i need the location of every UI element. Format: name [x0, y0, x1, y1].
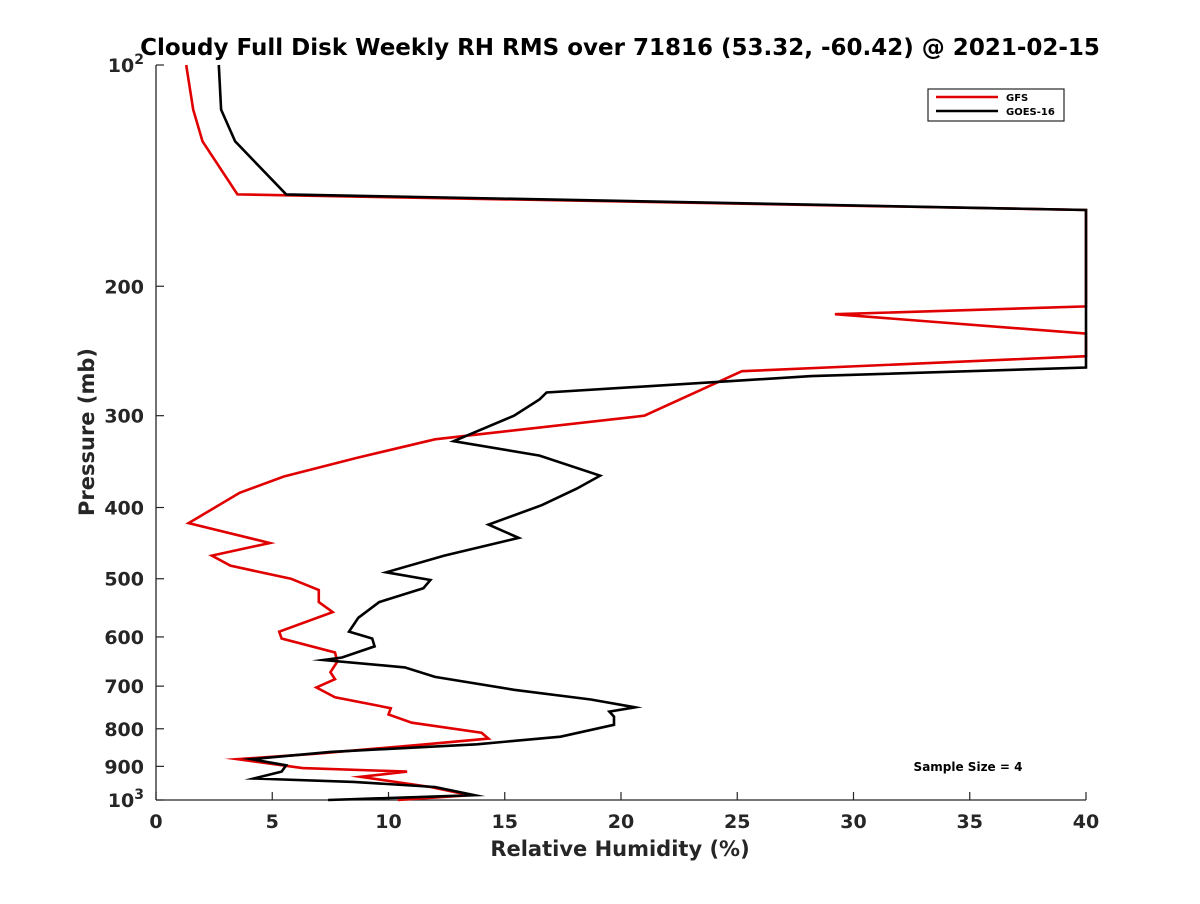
x-tick-label: 40 [1073, 811, 1099, 833]
y-tick-label: 400 [104, 498, 144, 520]
y-tick-label: 200 [104, 276, 144, 298]
legend: GFS GOES-16 [927, 88, 1065, 122]
x-tick-label: 30 [840, 811, 866, 833]
y-tick-label: 600 [104, 627, 144, 649]
legend-box [927, 88, 1065, 122]
y-tick-label: 800 [104, 719, 144, 741]
sample-size-annotation: Sample Size = 4 [914, 760, 1023, 774]
y-tick-label: 500 [104, 569, 144, 591]
x-tick-label: 35 [957, 811, 983, 833]
y-tick-label: 102 [108, 52, 144, 77]
y-axis-label: Pressure (mb) [75, 348, 99, 516]
series-line-goes-16 [217, 64, 1088, 802]
y-tick-label: 900 [104, 756, 144, 778]
x-tick-label: 10 [375, 811, 401, 833]
x-tick-label: 20 [608, 811, 634, 833]
x-tick-label: 15 [492, 811, 518, 833]
y-tick-label: 103 [108, 787, 144, 812]
series-line-gfs [184, 64, 1088, 802]
legend-label: GFS [1006, 93, 1028, 104]
y-tick-label: 300 [104, 406, 144, 428]
x-tick-label: 0 [149, 811, 162, 833]
x-tick-label: 5 [266, 811, 279, 833]
y-tick-label: 700 [104, 676, 144, 698]
axes-layer: 0 5 10 15 20 25 30 35 40 102 200 300 400 500 600 700 800… [104, 52, 1099, 833]
chart-title: Cloudy Full Disk Weekly RH RMS over 7181… [140, 35, 1100, 61]
legend-label: GOES-16 [1006, 107, 1055, 118]
x-axis-label: Relative Humidity (%) [490, 837, 749, 861]
series-layer [184, 64, 1088, 802]
x-tick-label: 25 [724, 811, 750, 833]
